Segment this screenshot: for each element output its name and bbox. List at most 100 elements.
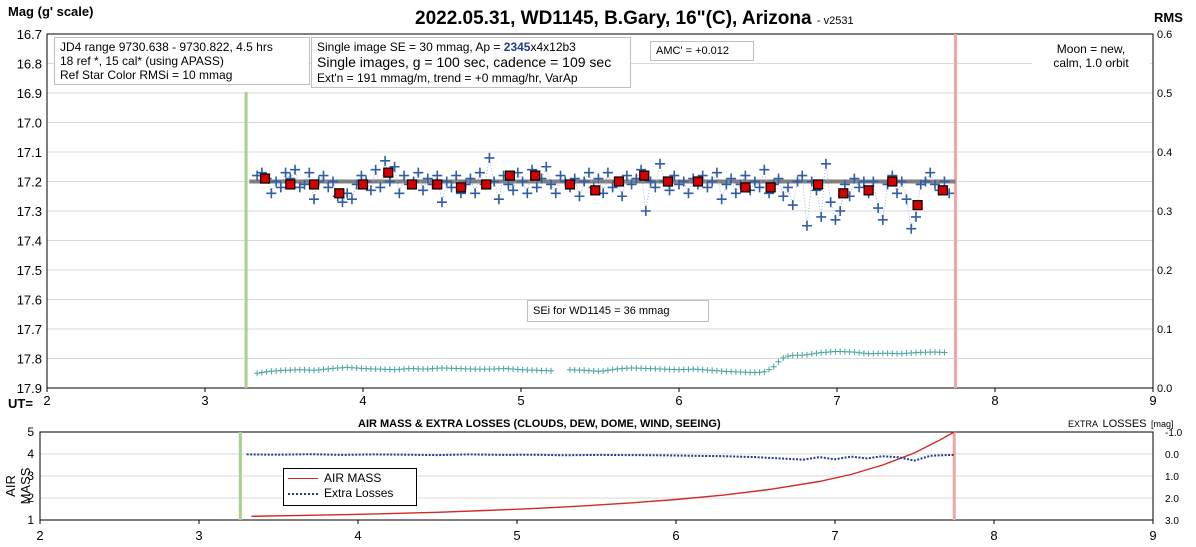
bottom-y-tick-label: 2 [27,491,34,505]
single-image-point [337,197,348,208]
binned-point [590,185,601,196]
binned-point [937,185,948,196]
single-image-point [702,182,713,193]
single-image-point [375,182,386,193]
top-plot-frame [46,33,1154,389]
single-image-point [778,191,789,202]
se-box: SEi for WD1145 = 36 mmag [527,300,709,322]
binned-point [357,179,369,190]
single-image-point [816,211,827,222]
single-image-point [441,176,452,187]
single-image-point [740,170,751,181]
y2-tick-label: 0.1 [1157,324,1172,336]
rms-point [254,370,261,377]
single-image-point [873,203,884,214]
single-image-point [645,176,656,187]
y-tick-label: 17.7 [17,322,42,337]
rms-point [785,353,792,360]
binned-point [308,179,320,190]
single-image-point [825,197,836,208]
y2-tick-label: 0.0 [1157,383,1172,395]
info-box-2-line-1-pre: Single image SE = 30 mmag, Ap = [317,40,504,54]
legend-swatch-extra-losses [288,492,318,495]
single-image-point [413,167,424,178]
bottom-y2-tick-label: 2.0 [1165,494,1179,505]
bottom-right-axis-label-small: EXTRA [1068,419,1099,429]
single-image-point [759,164,770,175]
single-image-point [446,182,457,193]
single-image-point [399,170,410,181]
single-image-point [266,188,277,199]
rms-point [609,366,616,373]
binned-point [740,182,751,193]
bottom-x-tick-label: 7 [831,528,838,543]
y-tick-label: 17.2 [17,175,42,190]
bottom-y2-tick-label: 1.0 [1165,472,1179,483]
chart-title-text: 2022.05.31, WD1145, B.Gary, 16"(C), Ariz… [415,8,812,29]
rms-point [803,351,810,358]
single-image-point [626,179,637,190]
info-box-single-image: Single image SE = 30 mmag, Ap = 2345x4x1… [311,37,631,88]
y2-tick-label: 0.6 [1157,29,1172,41]
single-image-point [835,206,846,216]
rms-point [548,367,555,374]
single-image-point [465,173,476,184]
y2-tick-label: 0.3 [1157,206,1172,218]
binned-point [692,176,704,187]
rms-point [766,366,773,373]
chart-title: 2022.05.31, WD1145, B.Gary, 16"(C), Ariz… [415,8,854,30]
y-tick-label: 17.3 [17,204,42,219]
y-tick-label: 17.8 [17,352,42,367]
single-image-point [711,167,722,178]
single-image-point [370,164,381,175]
bottom-y-tick-label: 5 [27,425,34,439]
single-image-point [451,170,462,181]
single-image-point [304,167,315,178]
y-tick-label: 17.6 [17,293,42,308]
single-image-point [503,179,514,190]
single-image-point [730,188,741,199]
binned-point [887,176,898,187]
single-image-point [394,188,405,199]
single-image-point [640,206,651,216]
single-image-point [607,182,618,193]
single-image-point [820,158,831,169]
top-right-axis-label: RMS [1154,10,1183,25]
single-image-point [299,179,310,190]
y2-tick-label: 0.4 [1157,147,1172,159]
single-image-point [678,176,689,187]
bottom-x-tick-label: 4 [354,528,361,543]
legend-label-air-mass: AIR MASS [324,471,382,486]
bottom-y2-tick-label: -1.0 [1165,428,1183,439]
x-tick-label: 7 [833,393,840,408]
single-image-point [901,194,912,205]
single-image-point [669,170,680,181]
single-image-point [726,173,737,184]
single-image-point [583,167,594,178]
single-image-point [327,176,338,187]
single-image-point [849,173,860,184]
binned-point [334,188,345,199]
legend-label-extra-losses: Extra Losses [324,486,394,501]
single-image-point [323,182,334,193]
info-box-1-line-3: Ref Star Color RMSi = 10 mmag [60,68,233,83]
single-image-point [797,170,808,181]
single-image-point [754,182,765,193]
single-image-point [470,188,481,199]
single-image-point [664,185,675,196]
bottom-y-tick-label: 3 [27,469,34,483]
binned-point [530,170,541,181]
single-image-point [275,182,286,193]
binned-point [613,176,625,187]
single-image-point [384,176,395,187]
bottom-title: AIR MASS & EXTRA LOSSES (CLOUDS, DEW, DO… [358,418,721,430]
single-image-point [309,194,320,205]
bottom-x-tick-label: 6 [672,528,679,543]
rms-point [813,350,820,357]
legend-box: AIR MASS Extra Losses [283,468,417,506]
single-image-point [346,194,357,205]
single-image-point [830,214,841,225]
x-tick-label: 2 [43,393,50,408]
y-tick-label: 16.7 [17,27,42,42]
single-image-point [801,220,812,231]
